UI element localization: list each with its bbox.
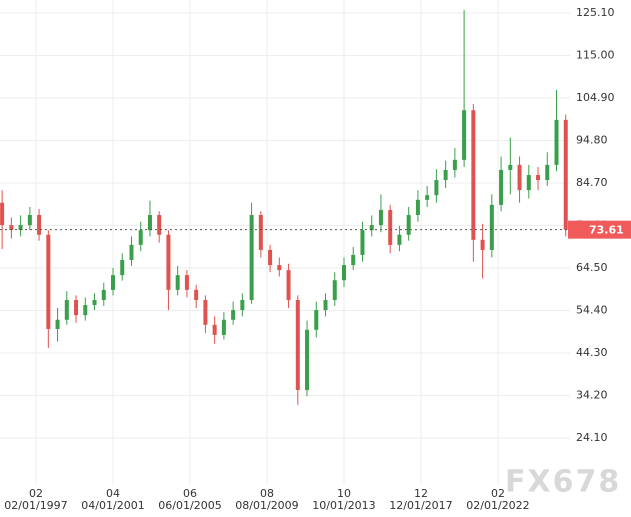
candle-body (175, 275, 180, 290)
candle-body (55, 319, 60, 330)
candle-body (508, 164, 513, 170)
candle-body (480, 239, 485, 250)
candle-body (147, 214, 152, 231)
candle-body (397, 234, 402, 245)
candle-body (536, 175, 541, 181)
candle-body (258, 214, 263, 250)
x-tick-date: 02/01/1997 (4, 499, 67, 512)
x-tick-date: 08/01/2009 (235, 499, 298, 512)
x-tick-label: 04 (106, 487, 120, 500)
candle-body (434, 180, 439, 196)
candle-body (323, 299, 328, 311)
candle-body (563, 119, 568, 230)
grid (0, 0, 570, 485)
candle-body (138, 230, 143, 245)
x-tick-date: 06/01/2005 (158, 499, 221, 512)
candle-body (92, 299, 97, 306)
candle-body (203, 299, 208, 325)
y-tick-label: 64.50 (576, 261, 608, 274)
y-tick-label: 104.90 (576, 91, 615, 104)
x-tick-label: 02 (29, 487, 43, 500)
candle-body (388, 209, 393, 245)
x-tick-label: 08 (260, 487, 274, 500)
candle-body (369, 225, 374, 231)
candle-body (360, 230, 365, 255)
candle-body (277, 265, 282, 271)
candle-body (212, 324, 217, 335)
candle-body (415, 199, 420, 215)
candle-body (27, 214, 32, 226)
candle-body (221, 319, 226, 335)
x-tick-label: 10 (337, 487, 351, 500)
y-tick-label: 44.30 (576, 346, 608, 359)
y-tick-label: 34.20 (576, 388, 608, 401)
candle-body (351, 254, 356, 266)
last-price-label: 73.61 (589, 224, 624, 237)
candle-body (231, 310, 236, 320)
candle-body (286, 270, 291, 300)
candle-body (18, 225, 23, 231)
candle-body (120, 260, 125, 276)
x-tick-date: 02/01/2022 (466, 499, 529, 512)
candle-body (471, 110, 476, 240)
x-tick-date: 04/01/2001 (81, 499, 144, 512)
candle-body (489, 204, 494, 250)
candle-body (157, 214, 162, 235)
candle-body (46, 234, 51, 330)
watermark: FX678 (505, 465, 621, 500)
last-price-box (568, 220, 631, 239)
candle-body (499, 169, 504, 205)
candle-body (129, 244, 134, 261)
candle-body (462, 110, 467, 160)
candle-body (194, 289, 199, 300)
candle-body (64, 299, 69, 320)
y-tick-label: 94.80 (576, 134, 608, 147)
y-tick-label: 84.70 (576, 176, 608, 189)
candle-body (111, 275, 116, 290)
candle-body (443, 169, 448, 181)
candle-body (268, 249, 273, 266)
candle-body (166, 234, 171, 290)
candle-body (83, 305, 88, 316)
x-tick-date: 10/01/2013 (312, 499, 375, 512)
candle-body (545, 164, 550, 181)
x-tick-label: 02 (491, 487, 505, 500)
candle-body (249, 214, 254, 300)
candle-body (295, 299, 300, 391)
candle-body (240, 299, 245, 311)
candle-body (406, 214, 411, 235)
candle-body (332, 280, 337, 300)
candle-body (9, 225, 14, 231)
candle-body (184, 275, 189, 290)
candle-body (37, 214, 42, 235)
candle-body (314, 310, 319, 330)
y-tick-label: 54.40 (576, 303, 608, 316)
y-tick-label: 24.10 (576, 431, 608, 444)
candle-body (517, 164, 522, 191)
candle-body (452, 159, 457, 170)
candle-body (0, 202, 5, 226)
candle-body (305, 329, 310, 391)
candle-body (526, 175, 531, 191)
x-tick-date: 12/01/2017 (389, 499, 452, 512)
y-tick-label: 125.10 (576, 6, 615, 19)
candle-body (554, 119, 559, 165)
x-tick-label: 12 (414, 487, 428, 500)
y-tick-label: 115.00 (576, 49, 615, 62)
candle-body (378, 209, 383, 226)
candle-body (74, 299, 79, 316)
candle-body (101, 289, 106, 300)
x-tick-label: 06 (183, 487, 197, 500)
candle-body (341, 265, 346, 281)
candle-body (425, 195, 430, 200)
